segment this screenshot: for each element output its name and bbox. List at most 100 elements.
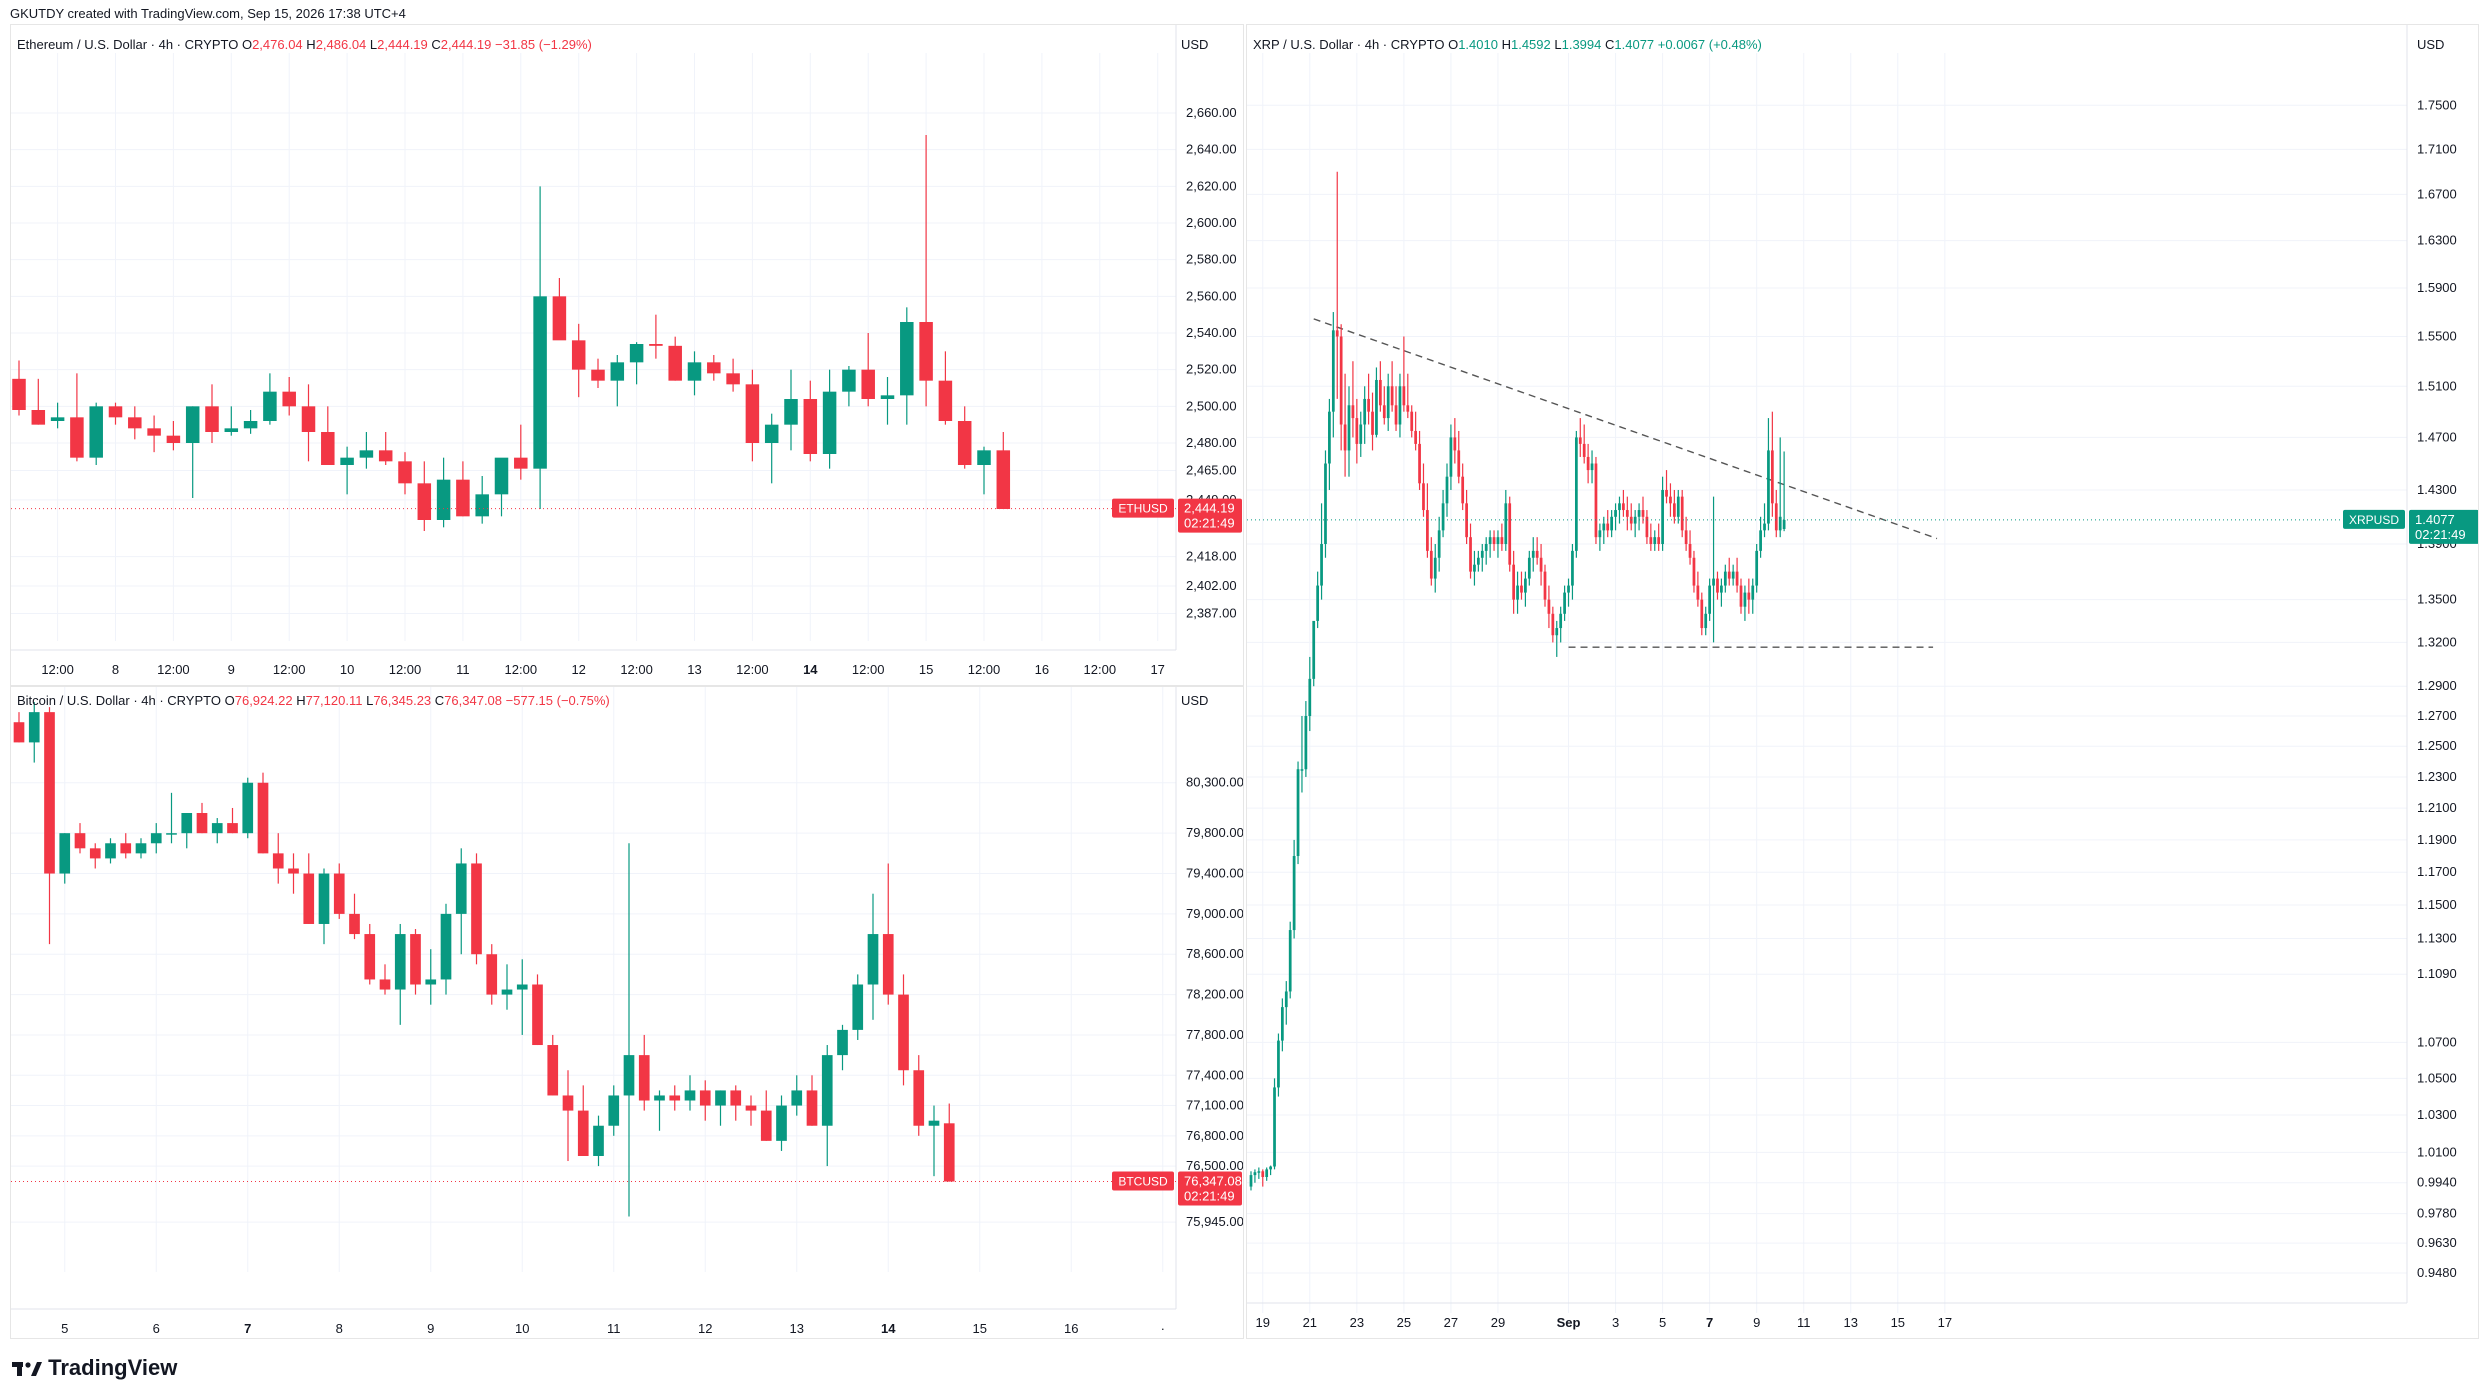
candle-body — [1524, 578, 1527, 593]
candle-body — [730, 1090, 742, 1106]
candle-body — [1767, 450, 1770, 524]
y-tick-label: 0.9780 — [2417, 1206, 2457, 1221]
candle-body — [562, 1095, 574, 1111]
xrp-symbol: XRP / U.S. Dollar · 4h · CRYPTO — [1253, 37, 1445, 52]
x-tick-label: 27 — [1444, 1315, 1458, 1330]
candle-body — [1582, 443, 1586, 457]
x-tick-label: 12:00 — [968, 662, 1001, 677]
candle-body — [593, 1125, 604, 1156]
candle-body — [1755, 550, 1759, 586]
y-tick-label: 79,000.00 — [1186, 906, 1243, 921]
xrp-currency-label: USD — [2417, 37, 2445, 52]
btc-chart-panel[interactable]: 80,300.00 79,800.00 79,400.00 79,000.00 78,6… — [10, 686, 1244, 1339]
y-tick-label: 1.2700 — [2417, 708, 2457, 723]
y-tick-label: 1.3200 — [2417, 634, 2457, 649]
countdown-value: 02:21:49 — [1184, 516, 1235, 531]
candle-body — [13, 722, 25, 743]
candle-body — [318, 873, 330, 924]
candle-body — [1743, 592, 1747, 607]
btc-close: 76,347.08 — [444, 693, 503, 708]
symbol-price-tag — [1112, 1171, 1174, 1191]
x-tick-label: 23 — [1350, 1315, 1364, 1330]
candle-body — [1359, 424, 1363, 444]
candle-body — [1712, 578, 1715, 586]
candle-body — [1531, 550, 1535, 558]
candle-body — [185, 406, 200, 443]
y-tick-label: 1.0100 — [2417, 1144, 2457, 1159]
x-tick-label: 13 — [687, 662, 701, 677]
x-tick-label: 11 — [456, 662, 470, 677]
x-tick-label: · — [1161, 1321, 1165, 1336]
tradingview-brand[interactable]: TradingView — [12, 1355, 177, 1381]
y-tick-label: 2,387.00 — [1186, 606, 1237, 621]
candle-body — [1453, 437, 1457, 451]
xrp-chart-panel[interactable]: 1.7500 1.7100 1.6700 1.6300 1.5900 1.5500 1.51… — [1246, 24, 2479, 1339]
candle-body — [806, 1090, 818, 1126]
candle-body — [516, 984, 528, 990]
candle-body — [1512, 564, 1516, 600]
candle-body — [1386, 386, 1390, 419]
candle-body — [1484, 544, 1488, 551]
candle-body — [1516, 585, 1519, 600]
x-tick-label: 16 — [1064, 1321, 1078, 1336]
xrp-chart-canvas[interactable]: 1.7500 1.7100 1.6700 1.6300 1.5900 1.5500 1.51… — [1247, 25, 2478, 1338]
candle-body — [1476, 557, 1480, 565]
candle-body — [211, 823, 223, 834]
y-tick-label: 0.9480 — [2417, 1265, 2457, 1280]
candle-body — [1606, 523, 1610, 531]
y-tick-label: 2,540.00 — [1186, 325, 1237, 340]
candle-body — [1441, 503, 1445, 531]
candle-body — [1488, 537, 1492, 545]
candle-body — [1433, 557, 1437, 579]
candle-body — [649, 344, 663, 346]
x-tick-label: 12:00 — [389, 662, 422, 677]
candle-body — [105, 843, 116, 859]
candle-body — [1304, 715, 1308, 770]
x-tick-label: 3 — [1612, 1315, 1619, 1330]
eth-chart-panel[interactable]: 2,660.00 2,640.00 2,620.00 2,600.00 2,580.00… — [10, 24, 1244, 686]
last-price-badge — [1178, 1171, 1242, 1206]
x-tick-label: 14 — [803, 662, 818, 677]
y-tick-label: 2,600.00 — [1186, 215, 1237, 230]
candle-body — [1645, 516, 1649, 538]
x-tick-label: 16 — [1035, 662, 1049, 677]
candle-body — [1335, 330, 1339, 337]
y-tick-label: 1.2300 — [2417, 769, 2457, 784]
xrp-close: 1.4077 — [1614, 37, 1655, 52]
candle-body — [1324, 463, 1327, 545]
x-tick-label: 14 — [881, 1321, 896, 1336]
x-tick-label: 11 — [1797, 1315, 1811, 1330]
candle-body — [784, 399, 798, 425]
btc-chart-canvas[interactable]: 80,300.00 79,800.00 79,400.00 79,000.00 78,6… — [11, 687, 1243, 1338]
x-tick-label: 13 — [790, 1321, 804, 1336]
candle-body — [608, 1095, 620, 1126]
trendline — [1313, 318, 1938, 540]
candle-body — [471, 863, 482, 955]
candle-body — [1390, 386, 1394, 406]
candle-body — [1398, 386, 1402, 425]
y-tick-label: 2,480.00 — [1186, 435, 1237, 450]
candle-body — [1504, 503, 1508, 545]
candle-body — [1586, 456, 1590, 471]
candle-body — [928, 1120, 940, 1126]
candle-body — [1449, 437, 1453, 477]
candle-body — [1614, 510, 1617, 517]
y-tick-label: 2,620.00 — [1186, 178, 1237, 193]
candle-body — [455, 863, 467, 914]
candle-body — [1590, 463, 1594, 471]
eth-chart-canvas[interactable]: 2,660.00 2,640.00 2,620.00 2,600.00 2,580.00… — [11, 25, 1243, 685]
countdown-value: 02:21:49 — [1184, 1189, 1235, 1204]
candle-body — [486, 954, 498, 995]
y-tick-label: 1.1300 — [2417, 930, 2457, 945]
x-tick-label: 8 — [112, 662, 119, 677]
y-tick-label: 1.0300 — [2417, 1107, 2457, 1122]
y-tick-label: 1.0500 — [2417, 1070, 2457, 1085]
y-tick-label: 0.9630 — [2417, 1235, 2457, 1250]
tradingview-logo-icon — [12, 1362, 42, 1377]
candle-body — [70, 417, 84, 458]
x-tick-label: 7 — [244, 1321, 251, 1336]
candle-body — [417, 483, 432, 520]
y-tick-label: 1.1700 — [2417, 864, 2457, 879]
eth-low: 2,444.19 — [377, 37, 428, 52]
eth-high: 2,486.04 — [315, 37, 367, 52]
